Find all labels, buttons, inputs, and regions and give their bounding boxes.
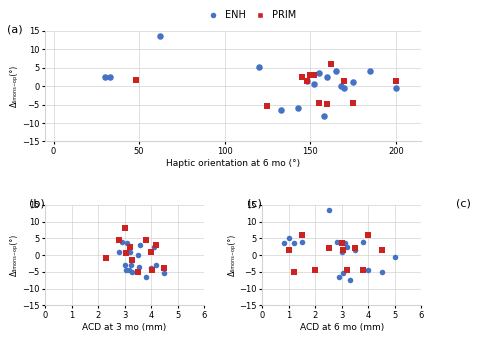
Point [320,113,328,118]
Point [312,267,320,273]
Point [150,244,158,249]
Point [349,100,357,106]
Point [303,78,311,83]
Point [160,266,168,271]
Point [324,246,332,251]
Point [364,267,372,273]
Legend: ENH, PRIM: ENH, PRIM [200,7,300,24]
Y-axis label: Δ₃ₘₒₙₛ₋ₒₚ(°): Δ₃ₘₒₙₛ₋ₒₚ(°) [10,234,19,276]
Point [123,240,131,246]
Point [290,269,298,274]
Point [160,271,168,276]
Point [126,249,134,255]
Point [106,74,114,80]
Point [156,34,164,39]
Point [338,240,346,246]
Point [142,237,150,243]
Point [255,64,263,70]
X-axis label: Haptic orientation at 6 mo (°): Haptic orientation at 6 mo (°) [166,159,300,168]
Point [351,246,359,251]
Point [351,247,359,253]
Point [128,269,136,274]
Point [127,262,135,268]
Point [349,80,357,85]
Point [298,74,306,80]
Point [118,239,126,244]
Point [392,85,400,91]
Point [359,239,367,244]
Point [366,69,374,74]
Point [392,78,400,83]
Point [378,247,386,253]
Point [310,82,318,87]
Point [122,267,130,273]
Point [147,266,155,271]
Point [115,249,123,255]
Point [344,267,351,273]
Point [136,242,144,248]
Point [122,251,130,256]
X-axis label: ACD at 3 mo (mm): ACD at 3 mo (mm) [82,323,166,332]
Point [298,232,306,238]
Point [148,267,156,273]
Point [152,262,160,268]
Point [327,61,335,67]
Point [277,107,285,113]
Point [332,69,340,74]
Point [120,225,128,231]
Point [315,71,323,76]
Point [147,249,155,255]
Point [310,72,318,78]
Point [346,277,354,283]
Point [134,252,142,258]
Point [332,239,340,244]
X-axis label: ACD at 6 mo (mm): ACD at 6 mo (mm) [300,323,384,332]
Text: (c): (c) [456,199,471,209]
Point [298,239,306,244]
Point [324,207,332,213]
Point [285,236,293,241]
Text: (b): (b) [29,199,45,209]
Point [340,85,348,91]
Point [115,237,123,243]
Point [280,240,287,246]
Point [340,247,347,253]
Point [128,257,136,263]
Point [336,274,344,280]
Point [344,244,351,249]
Point [337,83,345,89]
Y-axis label: Δ₆ₘₒₙₛ₋ₒₚ(°): Δ₆ₘₒₙₛ₋ₒₚ(°) [10,65,19,107]
Point [126,244,134,249]
Point [364,232,372,238]
Point [134,269,142,274]
Point [324,101,332,107]
Point [120,262,128,268]
Point [285,247,293,253]
Point [102,256,110,261]
Point [340,240,348,246]
Point [132,77,140,82]
Point [294,106,302,111]
Point [264,104,272,109]
Point [315,100,323,106]
Point [378,269,386,274]
Point [306,72,314,78]
Point [391,254,399,259]
Point [101,74,109,80]
Point [135,264,143,270]
Y-axis label: Δ₆ₘₒₙₛ₋ₒₚ(°): Δ₆ₘₒₙₛ₋ₒₚ(°) [228,234,236,276]
Point [124,267,132,273]
Point [324,74,332,80]
Point [152,242,160,248]
Point [340,78,348,83]
Point [290,240,298,246]
Point [359,267,367,273]
Point [142,274,150,280]
Point [340,271,347,276]
Text: (a): (a) [8,24,23,34]
Text: (c): (c) [246,199,262,209]
Point [303,78,311,83]
Point [338,249,346,255]
